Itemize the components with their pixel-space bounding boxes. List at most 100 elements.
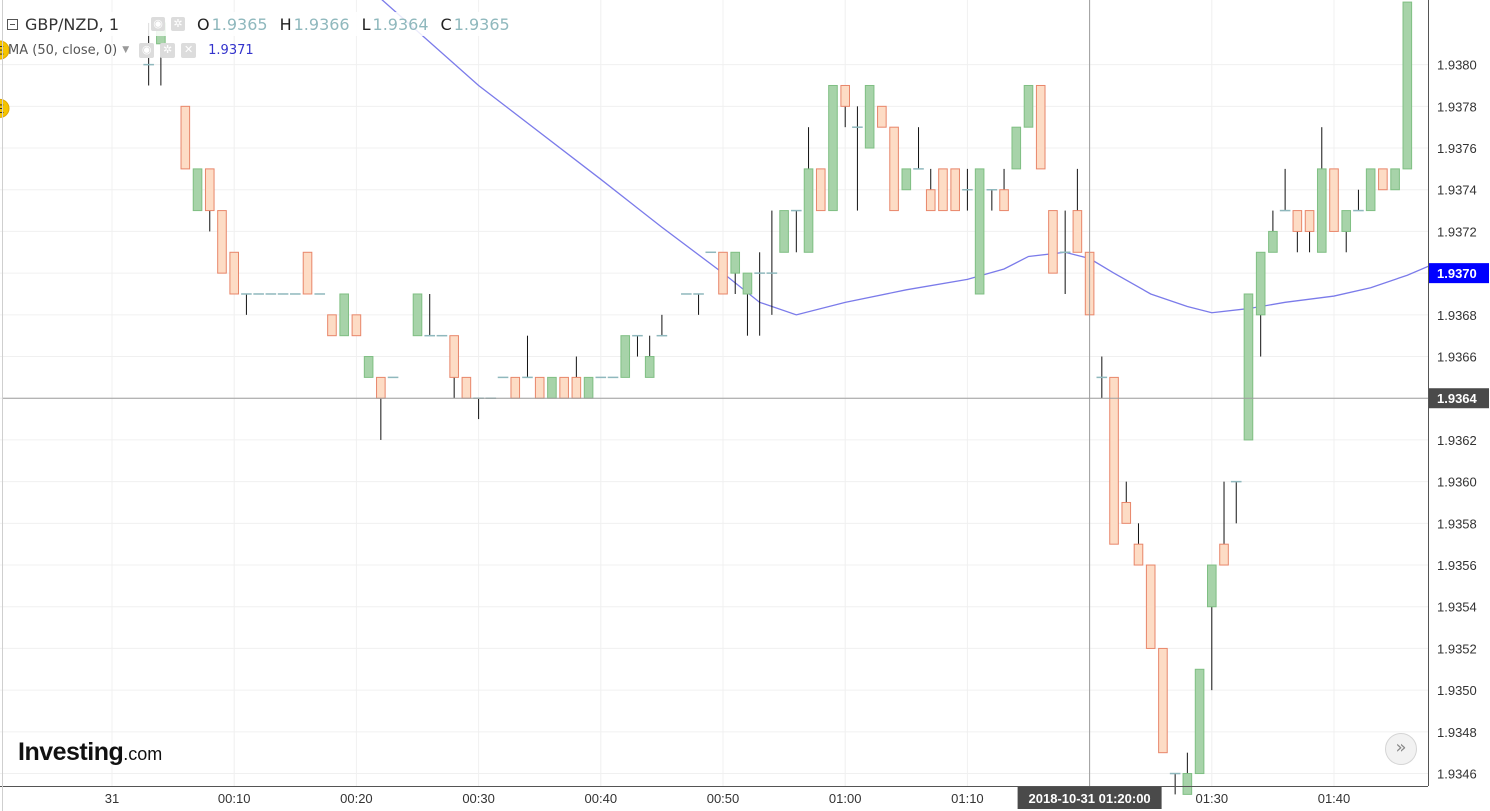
candle [1048,210,1058,274]
candle-body-up [1268,230,1278,253]
candle-body-down [1219,543,1229,566]
candle-body-down [1035,84,1046,170]
chart-grid [0,0,1428,786]
candle-body-down [180,105,191,170]
price-tick-label: 1.9354 [1437,600,1477,615]
candle-body-down [510,376,521,399]
candle-body-down [1121,501,1132,524]
candle [828,84,838,212]
candle-body-down [1378,168,1388,191]
candle [901,168,912,191]
candle [522,335,533,379]
crosshair-price-badge [1429,388,1489,409]
candle [1243,293,1254,441]
candle [1023,84,1034,128]
close-label: C [440,14,452,34]
candle-body-down [461,376,472,399]
candle [986,188,998,211]
candle [644,335,655,378]
eye-icon[interactable]: ◉ [151,17,166,31]
double-chevron-right-icon: » [1395,737,1407,758]
time-tick-label: 00:50 [707,791,740,806]
indicator-label[interactable]: MA (50, close, 0) [8,42,118,58]
candle-body-down [889,126,899,212]
price-tick-label: 1.9352 [1437,641,1477,656]
candle [1121,481,1132,524]
time-axis[interactable]: 31 00:10 00:20 00:30 00:40 00:50 01:00 01:10 01:… [0,0,1428,811]
candle [1207,564,1217,691]
price-tick-label: 1.9366 [1437,350,1477,365]
close-icon[interactable]: ✕ [181,42,197,58]
crosshair-price-label: 1.9364 [1437,391,1478,406]
candle-body-down [1145,564,1156,649]
chevron-down-icon[interactable]: ▼ [122,45,130,55]
ma-price-badge [1429,263,1489,284]
symbol-label: GBP/NZD, 1 [25,14,120,34]
candle [1329,168,1339,232]
candle [656,314,668,337]
price-tick-label: 1.9368 [1437,308,1477,323]
collapse-icon[interactable] [7,18,18,30]
candle [791,209,802,253]
time-tick-label: 01:30 [1196,791,1229,806]
candle [925,168,936,212]
time-tick-label: 00:30 [462,791,495,806]
candle-body-down [229,251,239,295]
price-tick-label: 1.9362 [1437,433,1477,448]
candle [1230,480,1242,524]
crosshair-time-badge [1017,787,1162,809]
candle [1011,126,1022,170]
candle-body-up [363,356,374,378]
series-legend: GBP/NZD, 1 ◉ ✲ O 1.9365 H 1.9366 L 1.936… [7,12,514,36]
price-tick-label: 1.9348 [1437,725,1477,740]
candle-body-up [1341,210,1352,232]
time-tick-label: 00:40 [585,791,618,806]
candle-body-up [1316,168,1327,253]
candle [412,293,423,337]
candle [1096,356,1108,399]
candle [730,251,741,294]
candle [632,334,643,357]
candle [1316,127,1327,253]
candle-body-up [1011,126,1022,170]
candle [1133,523,1144,566]
scroll-to-realtime-button[interactable]: » [1385,733,1417,765]
gear-icon[interactable]: ✲ [171,17,186,31]
candle [192,168,203,212]
candle [1353,189,1364,212]
candle [424,293,436,337]
candle-body-down [815,168,826,212]
candle-body-up [1194,668,1205,775]
price-tick-label: 1.9346 [1437,767,1477,782]
candle [815,168,826,212]
candle-body-up [620,335,631,378]
candle-body-up [864,84,875,149]
candle [766,210,778,315]
eye-icon[interactable]: ◉ [139,42,155,58]
price-tick-label: 1.9372 [1437,224,1477,239]
price-tick-label: 1.9356 [1437,558,1477,573]
candle [913,127,924,170]
gear-icon[interactable]: ✲ [160,42,176,58]
candle-body-down [449,335,459,378]
candle [1145,564,1156,649]
candle-body-up [1243,293,1254,441]
candle [1341,210,1352,253]
price-axis[interactable]: 1.9344 1.9346 1.9348 1.9350 1.9352 1.9354 1.93… [1428,0,1490,811]
candle-body-down [999,189,1009,212]
candle [217,210,227,274]
candle-body-up [1207,564,1217,608]
price-tick-label: 1.9376 [1437,141,1477,156]
candle-body-up [974,168,985,295]
candle-body-down [877,105,887,128]
candle-body-up [1182,773,1193,795]
candle [742,272,753,336]
candle [754,252,765,336]
time-tick-label: 00:20 [340,791,373,806]
crosshair [3,0,1428,786]
candle-body-up [828,84,838,212]
candle [693,293,704,315]
candle-body-down [376,376,386,399]
candle-body-down [1329,168,1339,232]
